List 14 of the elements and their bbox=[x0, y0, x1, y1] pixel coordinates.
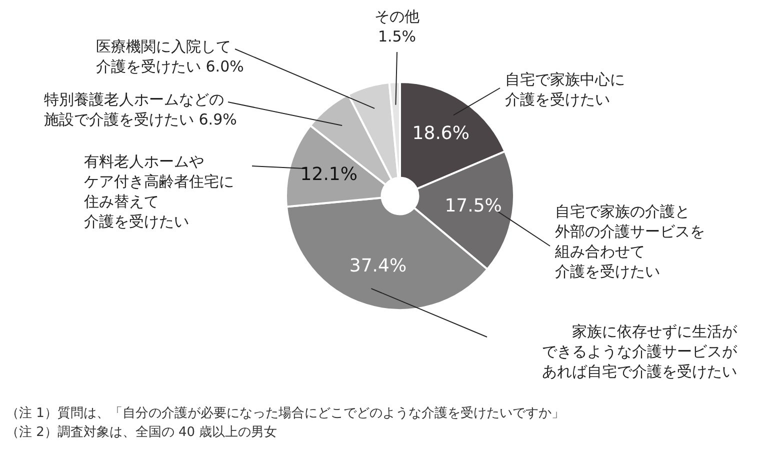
slice-label: その他 bbox=[374, 7, 420, 26]
data-label: 17.5% bbox=[444, 196, 502, 217]
data-label: 1.5% bbox=[378, 27, 416, 46]
slice-label: 有料老人ホームやケア付き高齢者住宅に住み替えて介護を受けたい bbox=[83, 152, 234, 230]
slice-label: 医療機関に入院して介護を受けたい 6.0% bbox=[96, 37, 244, 76]
slice-label: 自宅で家族中心に介護を受けたい bbox=[505, 70, 625, 108]
text: （注 2）調査対象は、全国の 40 歳以上の男女 bbox=[6, 424, 278, 442]
slice-label: 特別養護老人ホームなどの施設で介護を受けたい 6.9% bbox=[44, 90, 237, 128]
slice-label: 家族に依存せずに生活ができるような介護サービスがあれば自宅で介護を受けたい bbox=[542, 322, 738, 380]
data-label: 12.1% bbox=[300, 164, 358, 185]
slice-label: 自宅で家族の介護と外部の介護サービスを組み合わせて介護を受けたい bbox=[554, 202, 705, 280]
text: （注 1）質問は、「自分の介護が必要になった場合にどこでどのような介護を受けたいですか」 bbox=[6, 405, 564, 423]
data-label: 37.4% bbox=[349, 255, 407, 276]
data-label: 18.6% bbox=[412, 122, 470, 144]
